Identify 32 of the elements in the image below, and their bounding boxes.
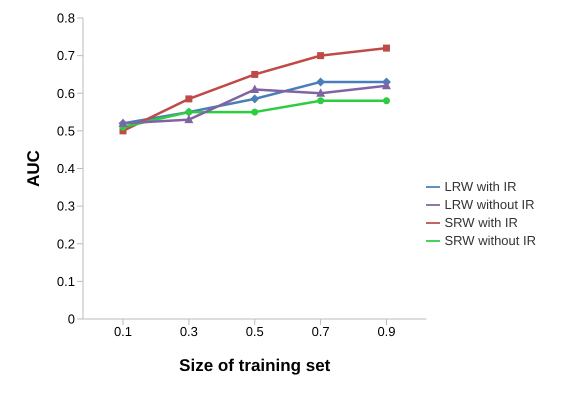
x-axis-title: Size of training set	[179, 356, 331, 375]
x-tick-label: 0.9	[377, 324, 396, 340]
y-tick-label: 0	[68, 312, 75, 327]
x-tick-label: 0.1	[114, 324, 132, 340]
y-tick-label: 0.2	[56, 236, 75, 252]
point	[250, 94, 260, 104]
legend-label: SRW without IR	[444, 233, 536, 248]
y-tick-label: 0.4	[56, 161, 75, 176]
point	[251, 70, 258, 78]
legend-label: LRW without IR	[444, 197, 535, 212]
legend-label: SRW with IR	[444, 215, 518, 230]
point	[184, 114, 194, 124]
x-tick-label: 0.5	[246, 324, 264, 340]
y-tick-label: 0.7	[56, 48, 75, 64]
point	[185, 95, 192, 102]
y-tick-label: 0.5	[56, 123, 75, 138]
point	[382, 97, 390, 104]
point	[317, 52, 324, 60]
point	[382, 44, 390, 52]
y-tick-label: 0.3	[56, 198, 75, 214]
y-tick-label: 0.6	[56, 86, 75, 101]
y-tick-label: 0.1	[56, 274, 75, 289]
point	[316, 88, 326, 97]
point	[250, 84, 260, 93]
y-tick-label: 0.8	[56, 10, 75, 26]
point	[251, 108, 258, 116]
x-tick-label: 0.3	[180, 324, 198, 340]
legend-label: LRW with IR	[444, 179, 516, 194]
x-tick-label: 0.7	[312, 324, 330, 340]
point	[382, 80, 391, 90]
y-axis-title: AUC	[24, 150, 44, 187]
point	[317, 97, 324, 104]
